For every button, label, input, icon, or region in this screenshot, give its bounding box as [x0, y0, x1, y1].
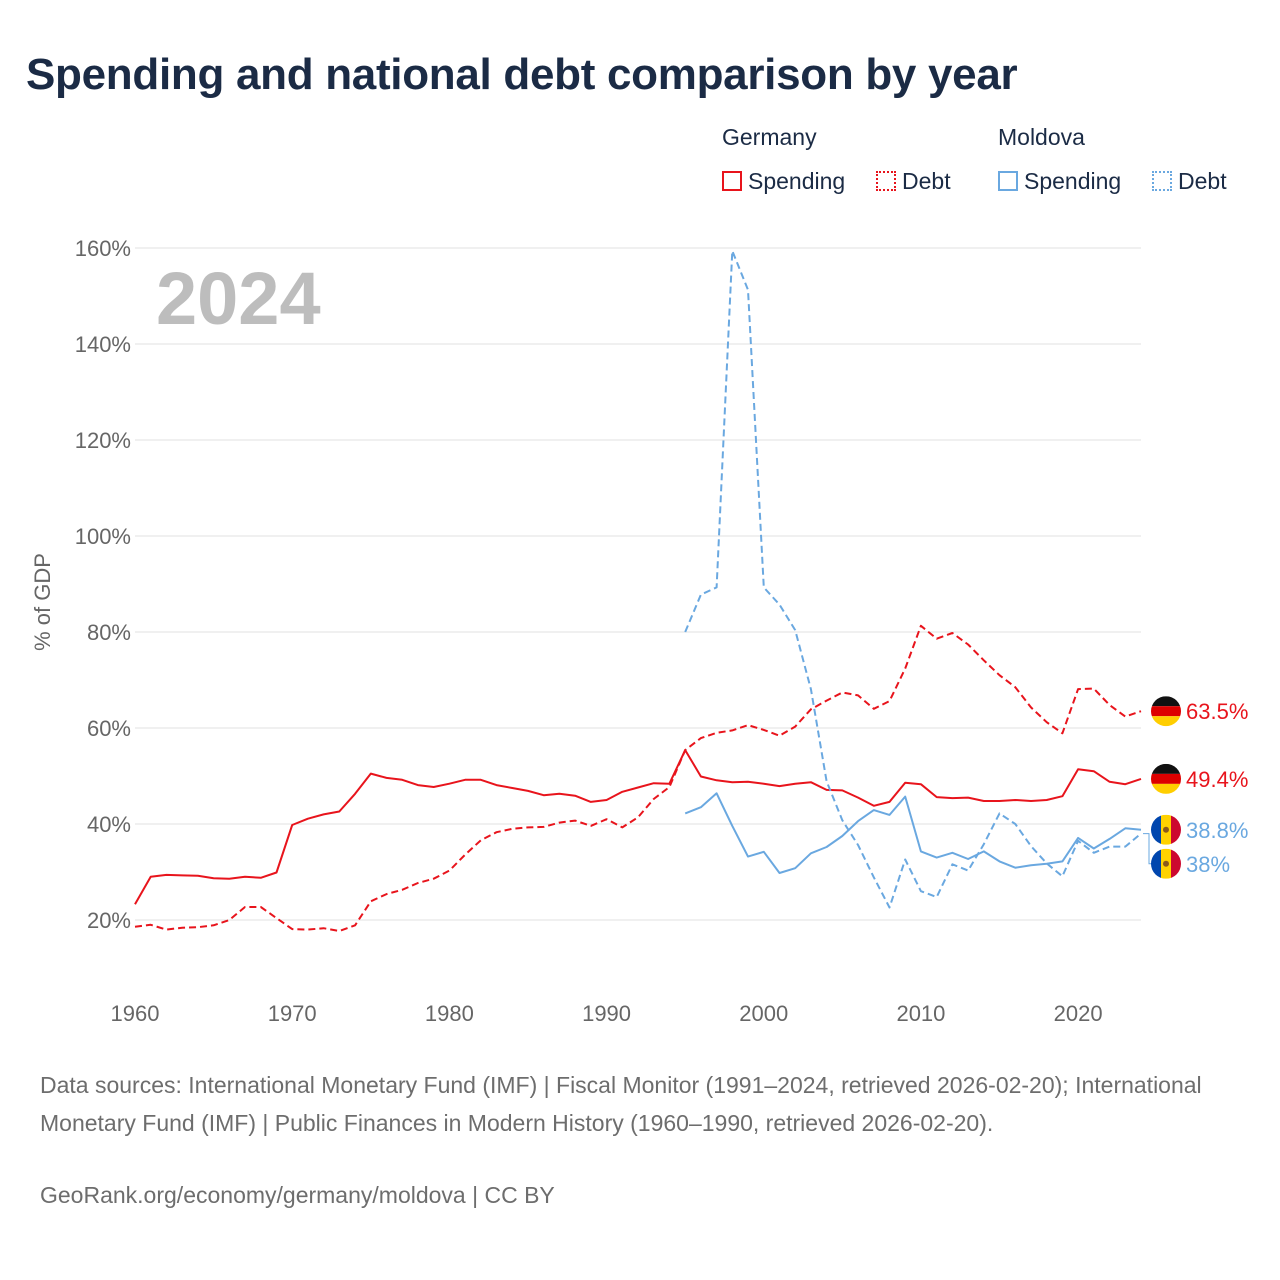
end-value-label: 63.5%	[1186, 699, 1248, 724]
legend-germany-spending[interactable]: Spending	[722, 166, 845, 196]
germany-flag-icon	[1151, 763, 1181, 794]
end-value-label: 49.4%	[1186, 767, 1248, 792]
legend-group-moldova: Moldova	[998, 124, 1085, 150]
moldova-flag-icon	[1151, 848, 1181, 879]
moldova-flag-icon	[1151, 814, 1181, 845]
y-tick-label: 40%	[87, 812, 131, 837]
series-line[interactable]	[134, 749, 1142, 905]
footer-link[interactable]: GeoRank.org/economy/germany/moldova | CC…	[40, 1182, 555, 1208]
end-value-label: 38.8%	[1186, 818, 1248, 843]
x-tick-label: 1960	[111, 1001, 160, 1026]
x-tick-label: 2000	[739, 1001, 788, 1026]
x-tick-label: 2010	[896, 1001, 945, 1026]
end-value-label: 38%	[1186, 852, 1230, 877]
x-tick-label: 1990	[582, 1001, 631, 1026]
legend-label: Debt	[1178, 167, 1227, 194]
grid	[135, 247, 1141, 921]
legend-group-germany: Germany	[722, 124, 817, 150]
series-line[interactable]	[684, 792, 1142, 874]
y-tick-label: 100%	[75, 524, 131, 549]
y-tick-label: 120%	[75, 428, 131, 453]
y-tick-label: 80%	[87, 620, 131, 645]
x-tick-label: 1970	[268, 1001, 317, 1026]
end-labels: 49.4% 63.5% 38.8% 38%	[1143, 696, 1248, 879]
legend-swatch-solid	[998, 171, 1018, 191]
y-tick-label: 60%	[87, 716, 131, 741]
legend-moldova-spending[interactable]: Spending	[998, 166, 1121, 196]
x-axis: 1960 1970 1980 1990 2000 2010 2020	[111, 1001, 1103, 1026]
legend-germany-debt[interactable]: Debt	[876, 166, 951, 196]
y-axis: 20% 40% 60% 80% 100% 120% 140% 160%	[75, 236, 131, 933]
legend-label: Spending	[748, 167, 846, 194]
year-label: 2024	[156, 257, 321, 340]
legend-moldova-debt[interactable]: Debt	[1152, 166, 1227, 196]
germany-flag-icon	[1151, 696, 1181, 727]
series-line[interactable]	[134, 624, 1142, 932]
label-connector	[1143, 833, 1153, 865]
legend-swatch-dotted	[1152, 171, 1172, 191]
legend-swatch-solid	[722, 171, 742, 191]
x-tick-label: 1980	[425, 1001, 474, 1026]
series	[134, 249, 1142, 932]
footer-sources: Data sources: International Monetary Fun…	[40, 1072, 1202, 1136]
series-line[interactable]	[684, 249, 1142, 909]
y-axis-label: % of GDP	[30, 553, 55, 651]
legend-swatch-dotted	[876, 171, 896, 191]
legend-label: Spending	[1024, 167, 1122, 194]
legend-label: Debt	[902, 167, 951, 194]
y-tick-label: 160%	[75, 236, 131, 261]
chart-title: Spending and national debt comparison by…	[26, 50, 1018, 99]
line-chart: 2024 20%40%60%80%100%120%140%160% 1960 19…	[30, 236, 1248, 1026]
y-tick-label: 140%	[75, 332, 131, 357]
x-tick-label: 2020	[1054, 1001, 1103, 1026]
y-tick-label: 20%	[87, 908, 131, 933]
